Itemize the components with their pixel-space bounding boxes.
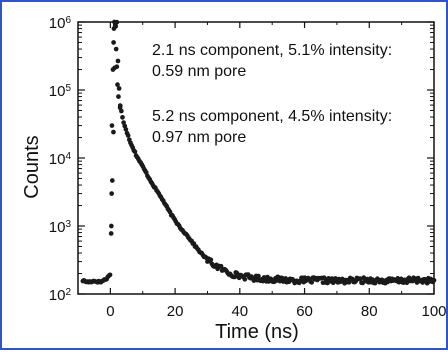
annotation-line-4: 0.97 nm pore [152,129,246,146]
data-point [112,22,118,28]
data-point [116,94,121,99]
plot-area-border [77,21,435,295]
data-point [117,105,123,111]
axes-group [77,21,435,295]
annotation-line-1: 2.1 ns component, 5.1% intensity: [152,42,392,59]
data-point [309,279,315,285]
y-tick-label: 105 [49,83,72,101]
data-point [109,123,115,128]
data-point [116,86,122,91]
data-point [346,279,352,285]
data-point [123,127,129,132]
data-point [242,276,248,282]
points-group [80,19,437,286]
data-point [108,223,114,229]
x-tick-label: 60 [296,303,313,320]
ticks-group: 0 20 40 60 80 100 102 103 104 105 106 [49,15,447,321]
data-point [114,64,120,70]
data-point [109,191,115,196]
annotation-line-2: 0.59 nm pore [152,63,246,80]
data-point [108,231,114,236]
x-axis-title: Time (ns) [215,321,299,343]
x-tick-label: 80 [361,303,378,320]
y-tick-label: 103 [49,219,72,237]
y-tick-label: 106 [49,15,72,33]
data-point [132,149,138,155]
x-tick-label: 0 [106,303,114,320]
x-tick-label: 40 [231,303,248,320]
data-point [111,40,116,45]
annotation-line-3: 5.2 ns component, 4.5% intensity: [152,108,392,125]
annotations-layer: 2.1 ns component, 5.1% intensity: 0.59 n… [152,42,392,146]
data-point [218,263,224,269]
data-point [208,257,214,263]
data-point [107,272,113,278]
y-tick-label: 102 [49,287,72,305]
data-point [115,82,120,87]
y-axis-title: Counts [21,135,43,198]
data-point [431,277,437,283]
data-point [125,133,131,138]
x-tick-label: 100 [421,303,446,320]
data-point [120,114,125,120]
y-tick-label: 104 [49,151,72,169]
data-point [111,129,116,135]
data-point [113,46,119,52]
data-point [115,58,121,64]
data-point [109,178,115,183]
data-point [110,67,116,72]
x-tick-label: 20 [167,303,184,320]
data-point [256,273,261,279]
